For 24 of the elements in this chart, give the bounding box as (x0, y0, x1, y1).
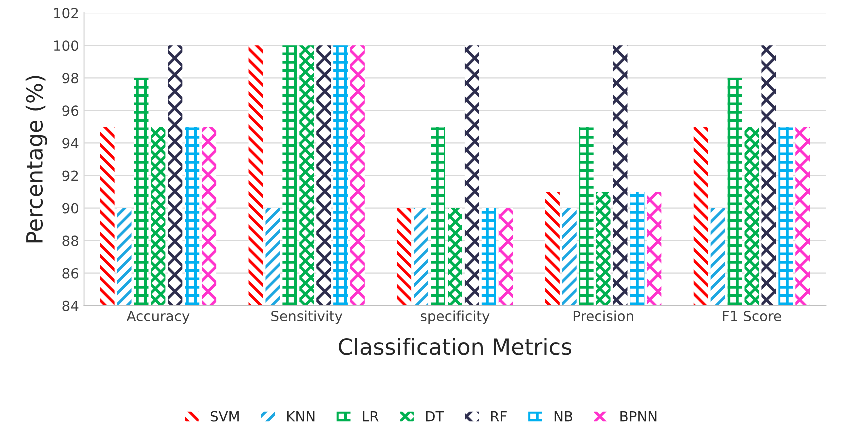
y-tick-label: 98 (62, 73, 78, 84)
y-tick-label: 102 (54, 8, 78, 19)
y-tick-label: 86 (62, 268, 79, 279)
y-axis-title: Percentage (%) (26, 76, 48, 243)
legend-label: RF (491, 411, 507, 422)
y-tick-label: 84 (62, 300, 79, 312)
x-tick-label: Precision (574, 310, 634, 322)
legend-label: SVM (210, 411, 239, 422)
y-tick-label: 88 (62, 236, 78, 246)
y-tick-label: 92 (62, 170, 78, 182)
x-tick-label: Accuracy (126, 311, 190, 324)
y-tick-label: 90 (62, 203, 79, 214)
legend-label: KNN (287, 411, 315, 422)
legend-label: DT (426, 411, 444, 422)
x-tick-label: Sensitivity (272, 310, 343, 324)
y-tick-label: 94 (62, 138, 79, 149)
y-tick-label: 96 (62, 106, 79, 116)
x-axis-title: Classification Metrics (339, 338, 572, 356)
x-tick-label: specificity (420, 310, 490, 324)
legend-label: LR (363, 411, 379, 422)
x-tick-label: F1 Score (723, 311, 782, 322)
y-tick-label: 100 (54, 40, 79, 52)
legend-label: BPNN (620, 411, 657, 422)
legend-label: NB (554, 411, 572, 422)
